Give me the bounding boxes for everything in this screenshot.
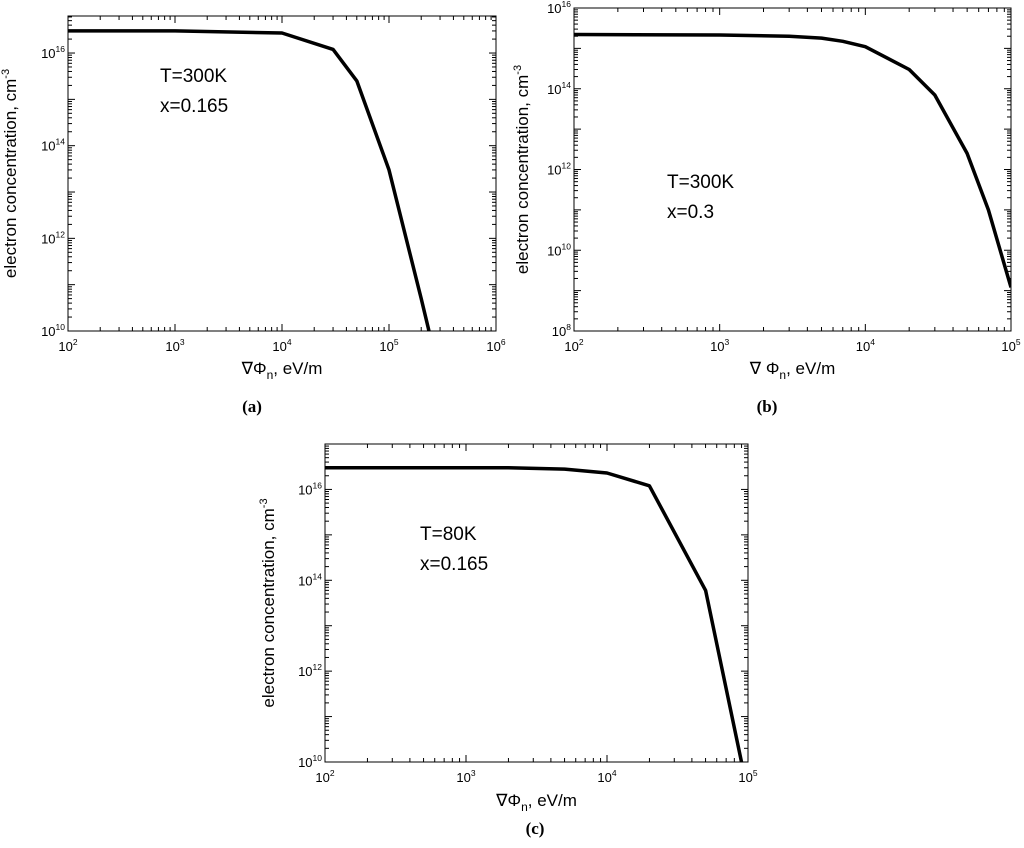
x-tick-label: 103: [456, 768, 475, 785]
x-tick-label: 105: [379, 337, 398, 354]
plot-frame: [67, 15, 497, 332]
chart-b: 102 103 104 105 108 1010 1012 1014 1016 T=300K x=0…: [512, 0, 1021, 416]
y-tick-label: 1016: [41, 44, 65, 61]
x-tick-label: 105: [738, 768, 757, 785]
y-tick-label: 1010: [298, 753, 322, 770]
series-line: [325, 466, 744, 762]
y-tick-label: 108: [552, 322, 571, 339]
x-tick-label: 103: [710, 337, 729, 354]
annotation: x=0.3: [667, 202, 714, 223]
panel-label: (c): [526, 819, 545, 838]
series-line: [68, 29, 448, 331]
y-tick-label: 1014: [41, 137, 65, 154]
annotation: T=80K: [420, 524, 477, 545]
y-tick-label: 1012: [547, 161, 571, 178]
y-tick-label: 1016: [298, 480, 322, 497]
x-tick-label: 102: [564, 337, 583, 354]
x-tick-label: 104: [856, 337, 875, 354]
x-tick-label: 105: [1001, 337, 1020, 354]
plot-frame: [573, 7, 1012, 332]
x-tick-label: 106: [486, 337, 505, 354]
chart-a: 102 103 104 105 106 1010 1012 1014 1016 T=300K x=0…: [0, 15, 506, 416]
x-axis-label: ∇Φn, eV/m: [495, 791, 577, 814]
y-axis-label: electron concentration, cm-3: [258, 498, 278, 707]
chart-c: 102 103 104 105 1010 1012 1014 1016 T=80K x=0.165…: [258, 443, 758, 838]
y-tick-label: 1012: [298, 662, 322, 679]
x-axis-label: ∇Φn, eV/m: [241, 359, 323, 382]
y-tick-label: 1014: [298, 571, 322, 588]
panel-label: (a): [242, 397, 262, 416]
x-tick-label: 103: [165, 337, 184, 354]
y-axis-label: electron concentration, cm-3: [512, 65, 532, 274]
y-tick-label: 1014: [547, 80, 571, 97]
x-tick-label: 102: [58, 337, 77, 354]
y-tick-label: 1010: [547, 241, 571, 258]
x-tick-label: 104: [272, 337, 291, 354]
y-tick-label: 1010: [41, 322, 65, 339]
annotation: T=300K: [160, 66, 227, 87]
y-axis-label: electron concentration, cm-3: [0, 69, 20, 278]
annotation: x=0.165: [420, 554, 488, 575]
x-axis-label: ∇ Φn, eV/m: [749, 359, 835, 382]
series-line: [574, 32, 1011, 288]
annotation: T=300K: [667, 172, 734, 193]
y-tick-label: 1016: [547, 0, 571, 16]
x-tick-label: 104: [597, 768, 616, 785]
annotation: x=0.165: [160, 96, 228, 117]
x-tick-label: 102: [315, 768, 334, 785]
y-tick-label: 1012: [41, 229, 65, 246]
panel-label: (b): [757, 397, 778, 416]
plot-frame: [324, 443, 749, 763]
